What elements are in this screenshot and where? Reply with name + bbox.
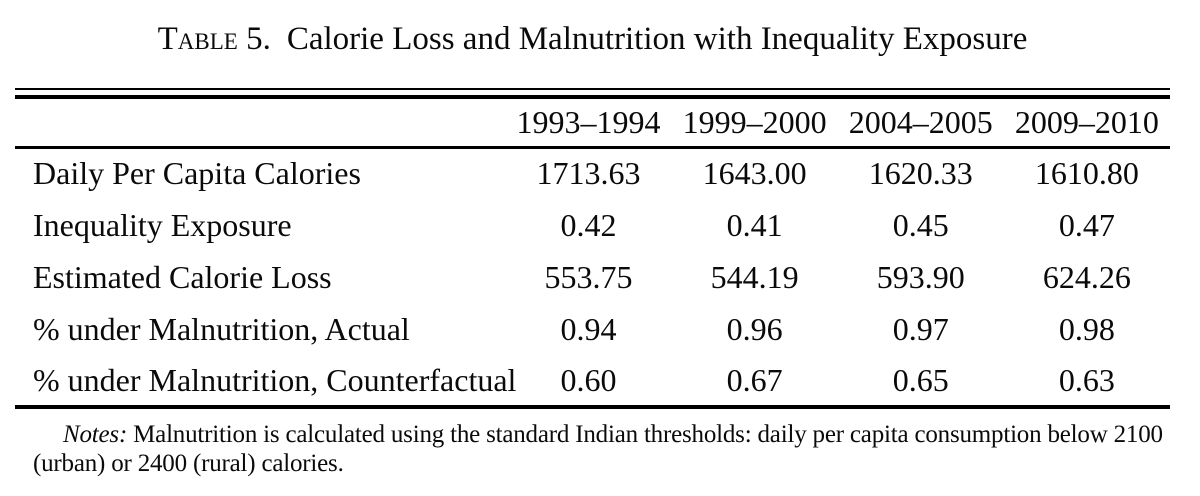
table-number-label: Table 5.	[157, 21, 271, 57]
row-label: % under Malnutrition, Actual	[33, 310, 410, 347]
col-header-2004-2005: 2004–2005	[837, 99, 1004, 149]
cell-value: 0.67	[671, 355, 838, 409]
cell-value: 624.26	[1042, 258, 1131, 295]
cell-value: 0.65	[837, 355, 1004, 409]
notes-text: Malnutrition is calculated using the sta…	[33, 421, 1163, 477]
table-caption: Table 5. Calorie Loss and Malnutrition wi…	[15, 21, 1170, 58]
empty-corner-cell	[15, 99, 506, 149]
table-row-estimated-calorie-loss: Estimated Calorie Loss 553.75 544.19 593…	[15, 251, 1170, 303]
col-header-2009-2010: 2009–2010	[1003, 99, 1170, 149]
row-label: % under Malnutrition, Counterfactual	[15, 355, 516, 409]
cell-value: 0.98	[1058, 310, 1115, 347]
cell-value: 1610.80	[1034, 155, 1139, 192]
cell-value: 544.19	[710, 258, 799, 295]
col-header-1999-2000: 1999–2000	[671, 99, 838, 149]
cell-value: 1713.63	[536, 155, 641, 192]
cell-value: 0.94	[560, 310, 617, 347]
table-row-daily-per-capita-calories: Daily Per Capita Calories 1713.63 1643.0…	[15, 147, 1170, 199]
table-row-malnutrition-actual: % under Malnutrition, Actual 0.94 0.96 0…	[15, 303, 1170, 355]
cell-value: 0.97	[892, 310, 949, 347]
row-label: Inequality Exposure	[33, 206, 292, 243]
col-header-1993-1994: 1993–1994	[505, 99, 672, 149]
cell-value: 1620.33	[868, 155, 973, 192]
row-label: Estimated Calorie Loss	[33, 258, 332, 295]
top-rule-thin	[15, 88, 1170, 90]
cell-value: 0.63	[1003, 355, 1170, 409]
cell-value: 0.96	[726, 310, 783, 347]
cell-value: 0.45	[892, 206, 949, 243]
cell-value: 0.41	[726, 206, 783, 243]
table-row-malnutrition-counterfactual: % under Malnutrition, Counterfactual 0.6…	[15, 355, 1170, 409]
table-container: 1993–1994 1999–2000 2004–2005 2009–2010 …	[15, 88, 1170, 409]
cell-value: 553.75	[544, 258, 633, 295]
top-rule-thick	[15, 95, 1170, 99]
table-caption-text: Calorie Loss and Malnutrition with Inequ…	[286, 21, 1028, 57]
table-row-inequality-exposure: Inequality Exposure 0.42 0.41 0.45 0.47	[15, 199, 1170, 251]
cell-value: 593.90	[876, 258, 965, 295]
cell-value: 1643.00	[702, 155, 807, 192]
cell-value: 0.42	[560, 206, 617, 243]
row-label: Daily Per Capita Calories	[33, 155, 361, 192]
paper-table-figure: Table 5. Calorie Loss and Malnutrition wi…	[0, 21, 1200, 496]
notes-label: Notes:	[63, 421, 128, 448]
table-notes: Notes: Malnutrition is calculated using …	[33, 420, 1170, 478]
header-row: 1993–1994 1999–2000 2004–2005 2009–2010	[15, 99, 1170, 149]
cell-value: 0.47	[1058, 206, 1115, 243]
cell-value: 0.60	[505, 355, 672, 409]
results-table: 1993–1994 1999–2000 2004–2005 2009–2010 …	[15, 99, 1170, 409]
